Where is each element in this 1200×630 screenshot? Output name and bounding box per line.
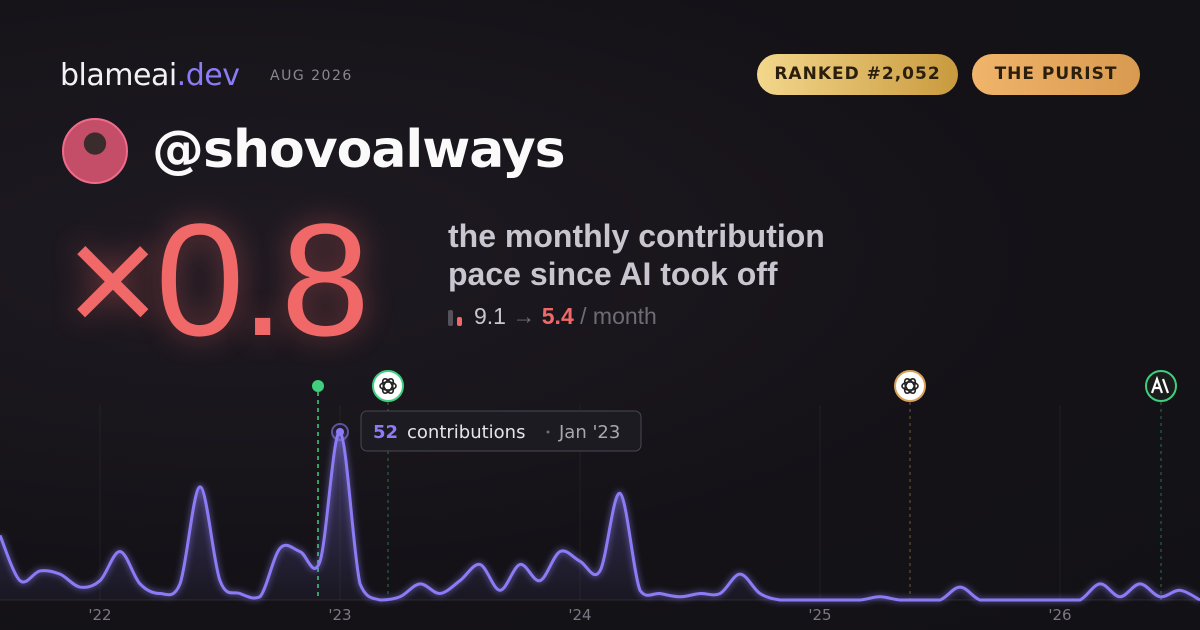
rank-badge: RANKED #2,052 [757,54,958,95]
openai-icon [894,370,926,402]
x-tick-label: '23 [328,606,351,624]
date: AUG 2026 [270,68,353,84]
tooltip [360,410,642,452]
brand-tld: .dev [176,58,240,93]
brand: blameai.dev [60,58,240,93]
x-tick-label: '24 [568,606,591,624]
openai-icon [372,370,404,402]
brand-name: blameai [60,58,177,93]
pace-before: 9.1 [474,303,506,329]
event-dot [312,380,324,392]
tooltip-value: 52 [373,422,398,443]
tooltip-sep [546,430,550,434]
tooltip-label: contributions [407,422,525,443]
pace-after: 5.4 [541,303,574,329]
caption: the monthly contribution [448,218,825,254]
handle: @shovoalways [152,120,566,180]
avatar [62,118,128,184]
line [0,430,1200,602]
tooltip-date: Jan '23 [558,422,620,443]
title-badge: THE PURIST [972,54,1140,95]
highlight-point [336,428,344,436]
x-tick-label: '26 [1048,606,1071,624]
line-glow [0,428,1200,604]
multiplier: ×0.8 [66,190,370,369]
x-tick-label: '22 [88,606,111,624]
pace: 9.1 → 5.4 / month [448,303,657,330]
pace-icon [448,308,466,326]
pace-unit: / month [580,303,657,329]
caption: pace since AI took off [448,256,778,292]
line-area [0,431,1200,600]
pace-arrow: → [512,303,536,329]
highlight-ring [331,423,349,441]
x-tick-label: '25 [808,606,831,624]
anthropic-icon [1145,370,1177,402]
